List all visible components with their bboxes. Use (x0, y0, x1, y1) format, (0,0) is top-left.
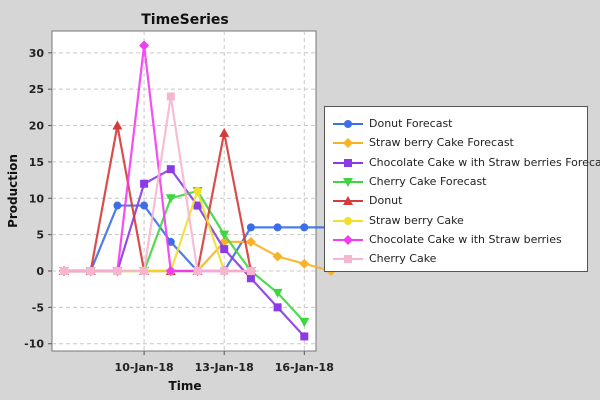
data-point (166, 237, 175, 246)
data-point (273, 223, 282, 232)
x-axis-label: Time (169, 379, 202, 393)
series-line (64, 95, 251, 273)
y-tick-label: 25 (29, 83, 44, 96)
data-point (246, 223, 255, 232)
data-point (245, 236, 256, 247)
y-axis-label: Production (6, 154, 20, 228)
legend-label: Chocolate Cake w ith Straw berries (369, 232, 562, 246)
y-tick-label: 0 (36, 265, 44, 278)
data-point (272, 251, 283, 262)
data-point (140, 201, 149, 210)
x-tick-label: 10-Jan-18 (115, 361, 174, 374)
data-point (299, 258, 310, 269)
data-point (165, 194, 176, 204)
data-point (193, 187, 202, 195)
data-point (246, 267, 255, 275)
data-point (300, 332, 309, 341)
data-point (139, 40, 150, 51)
legend-item: Chocolate Cake w ith Straw berries (325, 231, 587, 249)
legend-label: Straw berry Cake Forecast (369, 136, 514, 150)
legend-label: Straw berry Cake (369, 213, 464, 227)
data-point (219, 127, 230, 137)
data-point (272, 288, 283, 298)
data-point (193, 201, 202, 210)
y-tick-label: 15 (29, 156, 44, 169)
data-point (166, 92, 175, 101)
data-point (220, 267, 229, 275)
y-tick-label: 30 (29, 47, 45, 60)
legend-item: Cherry Cake (325, 250, 587, 268)
data-point (193, 267, 202, 275)
data-point (220, 245, 229, 254)
legend-swatch-icon (333, 120, 363, 128)
legend-swatch-icon (333, 196, 363, 206)
plot-area (51, 30, 317, 352)
data-point (246, 274, 255, 283)
y-tick-label: -10 (24, 338, 44, 351)
legend-label: Cherry Cake (369, 252, 437, 266)
data-point (273, 303, 282, 312)
chart-legend: Donut Forecast Straw berry Cake Forecast C… (324, 106, 600, 272)
series-lines (59, 40, 336, 341)
legend-label: Chocolate Cake w ith Straw berries Forec… (369, 155, 600, 169)
y-tick-label: -5 (32, 301, 44, 314)
legend-item: Donut Forecast (325, 115, 587, 133)
legend-label: Cherry Cake Forecast (369, 174, 487, 188)
y-tick-label: 10 (29, 192, 45, 205)
legend-item: Chocolate Cake w ith Straw berries Forec… (325, 154, 600, 172)
legend-item: Straw berry Cake (325, 212, 587, 230)
chart-title: TimeSeries (141, 12, 229, 28)
data-point (299, 317, 310, 327)
data-point (219, 230, 230, 240)
legend-swatch-icon (333, 216, 363, 225)
y-tick-label: 5 (36, 229, 44, 242)
legend-swatch-icon (333, 158, 363, 167)
data-point (166, 165, 175, 174)
legend-label: Donut Forecast (369, 117, 453, 130)
data-point (165, 266, 176, 276)
data-point (140, 179, 149, 188)
legend-swatch-icon (333, 177, 363, 187)
y-tick-label: 20 (29, 120, 45, 133)
legend-label: Donut (369, 194, 403, 208)
data-point (86, 267, 95, 275)
legend-swatch-icon (333, 234, 363, 245)
data-point (140, 267, 149, 275)
legend-item: Straw berry Cake Forecast (325, 134, 587, 152)
data-point (112, 120, 123, 130)
legend-item: Donut (325, 192, 587, 210)
legend-item: Cherry Cake Forecast (325, 173, 587, 191)
data-point (113, 201, 122, 210)
x-tick-label: 13-Jan-18 (195, 361, 254, 374)
data-point (113, 267, 122, 275)
x-tick-label: 16-Jan-18 (275, 361, 334, 374)
data-point (300, 223, 309, 232)
axes: 30 25 20 15 10 5 0 -5 -10 10-Jan-18 13-Jan-18 16-Ja… (24, 47, 334, 374)
legend-swatch-icon (333, 255, 363, 264)
legend-swatch-icon (333, 138, 363, 149)
data-point (60, 267, 68, 275)
